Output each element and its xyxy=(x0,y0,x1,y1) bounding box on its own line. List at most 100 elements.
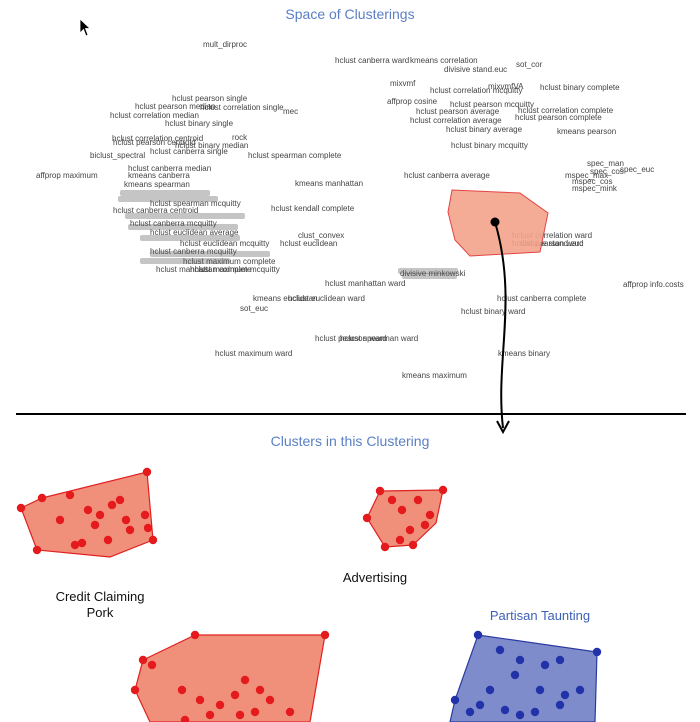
method-label: hclust correlation single xyxy=(200,103,284,112)
document-point xyxy=(147,660,157,670)
document-point xyxy=(438,485,448,495)
document-point xyxy=(540,660,550,670)
space-of-clusterings-title: Space of Clusterings xyxy=(285,6,415,22)
overlapping-labels-cluster xyxy=(140,235,240,241)
method-label: hclust maximum ward xyxy=(215,349,293,358)
method-label: kmeans pearson xyxy=(557,127,617,136)
document-point xyxy=(205,710,215,720)
method-label: hclust correlation average xyxy=(410,116,502,125)
cluster-label-advertising: Advertising xyxy=(342,570,408,585)
method-label: mixvmfVA xyxy=(488,82,524,91)
document-point xyxy=(495,645,505,655)
document-point xyxy=(255,685,265,695)
method-label: hclust canberra average xyxy=(404,171,490,180)
method-label: hclust correlation median xyxy=(110,111,199,120)
method-label: kmeans maximum xyxy=(402,371,467,380)
cluster-hull xyxy=(20,471,154,558)
overlapping-labels-cluster xyxy=(125,213,245,219)
cluster-label-credit-claiming-pork: Credit Claiming Pork xyxy=(45,589,155,621)
document-point xyxy=(405,525,415,535)
cluster-label-line-1: Credit Claiming xyxy=(55,589,145,604)
method-label: mspec_cos xyxy=(572,177,613,186)
document-point xyxy=(130,685,140,695)
method-label: hclust binary average xyxy=(446,125,523,134)
method-label: hclust manhattan complete xyxy=(156,265,252,274)
document-point xyxy=(380,542,390,552)
document-point xyxy=(465,707,475,717)
method-label: sot_cor xyxy=(516,60,543,69)
method-label: affprop info.costs xyxy=(623,280,684,289)
clusters-in-clustering-title: Clusters in this Clustering xyxy=(270,433,430,449)
document-point xyxy=(555,700,565,710)
overlapping-labels-cluster xyxy=(128,224,238,230)
panel-divider xyxy=(16,413,686,415)
document-point xyxy=(450,695,460,705)
method-label: hclust canberra ward xyxy=(335,56,410,65)
document-point xyxy=(575,685,585,695)
method-label: hclust correlation centroid xyxy=(112,134,204,143)
method-label: divisive stand.euc xyxy=(444,65,508,74)
overlapping-labels-cluster xyxy=(398,268,458,274)
cluster-label-line-2: Pork xyxy=(86,605,114,620)
document-point xyxy=(121,515,131,525)
overlapping-labels-cluster xyxy=(402,273,457,279)
document-point xyxy=(397,505,407,515)
document-point xyxy=(215,700,225,710)
document-point xyxy=(500,705,510,715)
document-point xyxy=(138,655,148,665)
document-point xyxy=(420,520,430,530)
method-label: hclust maximum complete xyxy=(183,257,276,266)
method-label: hclust binary median xyxy=(175,141,249,150)
method-label: hclust euclidean xyxy=(280,239,338,248)
method-label: hclust canberra complete xyxy=(497,294,587,303)
document-point xyxy=(362,513,372,523)
document-point xyxy=(285,707,295,717)
document-point xyxy=(55,515,65,525)
overlapping-labels-cluster xyxy=(120,190,210,196)
method-label: hclust binary ward xyxy=(461,307,526,316)
method-label: kmeans spearman xyxy=(124,180,190,189)
cluster-label-partisan-taunting: Partisan Taunting xyxy=(489,608,591,623)
method-label: mult_dirproc xyxy=(203,40,248,49)
method-label: kmeans canberra xyxy=(128,171,190,180)
method-label: hclust pearson ward xyxy=(315,334,387,343)
method-label: kmeans correlation xyxy=(410,56,478,65)
document-point xyxy=(375,486,385,496)
document-point xyxy=(177,685,187,695)
document-point xyxy=(555,655,565,665)
method-label: affprop cosine xyxy=(387,97,438,106)
document-point xyxy=(475,700,485,710)
document-point xyxy=(395,535,405,545)
method-label: clust_convex xyxy=(298,231,345,240)
selection-arrow xyxy=(494,221,507,429)
document-point xyxy=(103,535,113,545)
document-point xyxy=(32,545,42,555)
method-label: spec_man xyxy=(587,159,624,168)
document-point xyxy=(83,505,93,515)
document-point xyxy=(320,630,330,640)
document-point xyxy=(485,685,495,695)
method-label: hclust binary complete xyxy=(540,83,620,92)
method-label: kmeans manhattan xyxy=(295,179,364,188)
document-point xyxy=(107,500,117,510)
method-label: spec_cos xyxy=(590,167,624,176)
method-label: hclust canberra single xyxy=(150,147,228,156)
document-point xyxy=(560,690,570,700)
document-point xyxy=(195,695,205,705)
method-label: affprop maximum xyxy=(36,171,98,180)
document-point xyxy=(425,510,435,520)
document-point xyxy=(90,520,100,530)
document-point xyxy=(250,707,260,717)
document-point xyxy=(180,715,190,722)
mouse-pointer-icon xyxy=(79,18,91,37)
method-label: kmeans binary xyxy=(498,349,551,358)
method-label: hclust canberra mcquitty xyxy=(130,219,217,228)
method-label: divisive minkowski xyxy=(400,269,466,278)
method-label: spec_euc xyxy=(620,165,655,174)
document-point xyxy=(115,495,125,505)
document-point xyxy=(515,655,525,665)
document-point xyxy=(142,467,152,477)
method-label: hclust euclidean ward xyxy=(288,294,365,303)
method-label: divisive stand.euc xyxy=(520,239,584,248)
